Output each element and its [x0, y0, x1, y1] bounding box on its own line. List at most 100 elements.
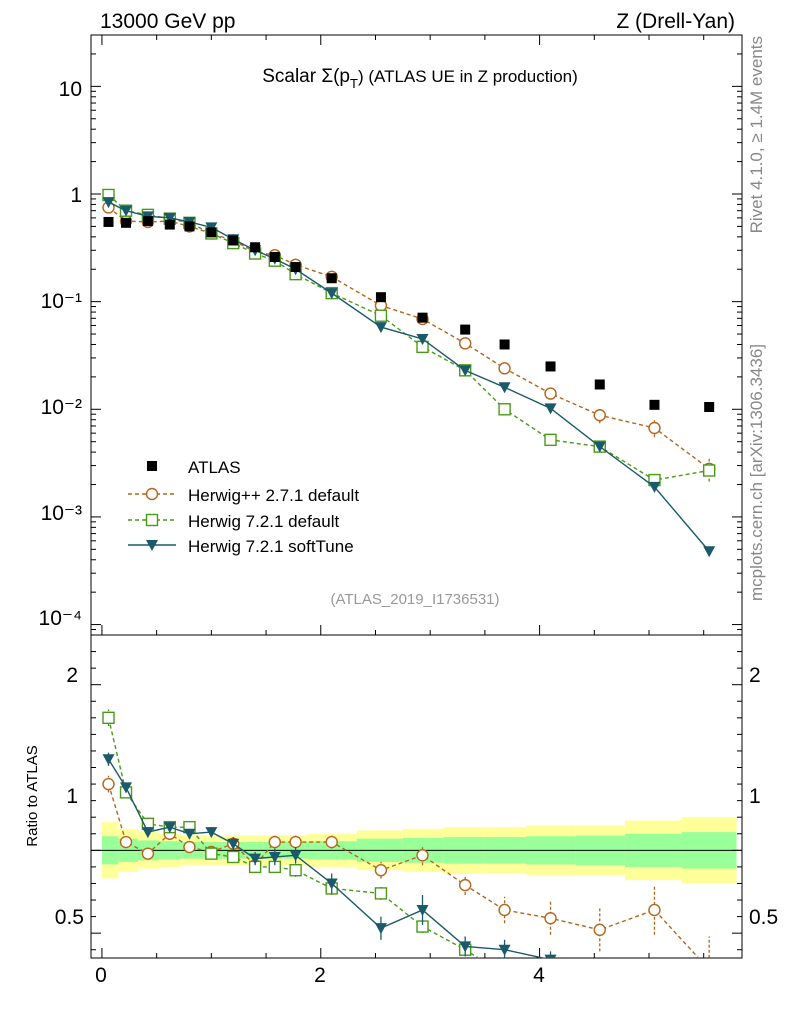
title-tail: ) (ATLAS UE in Z production): [358, 67, 578, 86]
series-2-ratio-point: [649, 977, 660, 988]
series-2-ratio-point: [499, 969, 510, 980]
series-3-ratio-point: [183, 828, 196, 840]
series-3-ratio-point: [163, 822, 176, 834]
series-0-main-point: [228, 235, 239, 246]
main-y-tick-label: 10⁻⁴: [39, 607, 82, 630]
series-2-main-line: [108, 194, 710, 481]
main-y-tick-label: 10⁻²: [41, 396, 82, 419]
series-3-ratio-point: [416, 904, 429, 916]
x-tick-label: 0: [95, 964, 107, 987]
series-3-main-point: [648, 481, 661, 493]
series-3-ratio-point: [498, 944, 511, 956]
series-3-main-point: [703, 546, 716, 558]
series-2-main-point: [374, 309, 388, 322]
series-3-main-point: [325, 288, 338, 300]
series-3-ratio-point: [102, 754, 115, 766]
series-2-ratio-point: [374, 887, 388, 900]
series-3-main-point: [593, 441, 606, 453]
main-y-tick-label: 10⁻³: [41, 502, 82, 525]
ratio-y-tick-label-right: 0.5: [749, 906, 778, 929]
series-1-main-point: [593, 409, 606, 422]
series-3-ratio-point: [594, 968, 606, 979]
series-0-main-point: [164, 219, 175, 230]
x-tick-label: 4: [533, 964, 545, 987]
series-0-main-point: [269, 251, 280, 262]
series-0-main-point: [594, 379, 605, 390]
mcplots-label: mcplots.cern.ch [arXiv:1306.3436]: [747, 344, 766, 601]
series-3-ratio-point: [544, 954, 557, 958]
series-1-ratio-point: [119, 835, 133, 849]
axis-ticks: [91, 34, 742, 958]
series-2-ratio-point: [704, 967, 715, 978]
series-1-ratio-point: [593, 923, 606, 937]
x-tick-labels: 0 2 4: [95, 964, 545, 987]
main-y-tick-label: 10⁻¹: [41, 290, 82, 313]
series-3-ratio-point: [648, 983, 660, 994]
series-3-main-point: [102, 197, 115, 209]
series-1-ratio-point: [141, 847, 155, 860]
series-3-main-point: [416, 333, 429, 345]
series-3-ratio-point: [703, 1003, 715, 1014]
ratio-panel-data: [102, 709, 715, 1014]
legend-label-herwig721-softtune: Herwig 7.2.1 softTune: [188, 537, 354, 556]
series-1-main-point: [498, 362, 511, 375]
series-0-main-point: [460, 324, 471, 335]
series-0-main-point: [184, 221, 195, 232]
main-y-tick-label: 1: [70, 184, 82, 207]
series-3-main-point: [163, 212, 176, 224]
series-3-ratio-point: [325, 878, 338, 890]
series-1-main-point: [544, 387, 557, 400]
series-1-ratio-point: [498, 903, 511, 917]
series-3-ratio-line: [107, 758, 547, 958]
series-0-main-point: [326, 273, 337, 284]
series-0-main-point: [375, 292, 386, 303]
series-3-main-point: [498, 382, 511, 394]
title-main: Scalar Σ(p: [262, 66, 350, 87]
series-2-ratio-point: [227, 850, 240, 864]
legend: ATLAS Herwig++ 2.7.1 default Herwig 7.2.…: [128, 458, 359, 556]
rivet-version-label: Rivet 4.1.0, ≥ 1.4M events: [747, 36, 766, 233]
ratio-panel-frame: [90, 634, 743, 959]
header-left-label: 13000 GeV pp: [100, 10, 235, 33]
series-1-ratio-point: [458, 878, 472, 892]
series-3-ratio-point: [141, 827, 154, 839]
series-3-ratio-point: [374, 923, 387, 935]
series-2-ratio-point: [545, 976, 556, 987]
main-y-tick-labels: 10 1 10⁻¹ 10⁻² 10⁻³ 10⁻⁴: [39, 78, 82, 630]
series-1-ratio-point: [704, 964, 715, 975]
series-1-ratio-point: [183, 840, 196, 854]
series-0-main-point: [206, 227, 217, 238]
x-tick-label: 2: [314, 964, 326, 987]
series-1-ratio-point: [268, 835, 282, 849]
series-1-main-line: [108, 206, 710, 470]
series-2-main-point: [544, 433, 557, 447]
series-0-main-point: [704, 402, 715, 413]
series-2-main-point: [702, 464, 716, 477]
legend-marker-3: [146, 540, 158, 551]
series-0-main-point: [250, 242, 261, 253]
series-3-ratio-point: [268, 851, 281, 863]
legend-marker-1: [145, 487, 159, 501]
series-0-main-point: [290, 261, 301, 272]
series-1-ratio-line: [107, 783, 700, 958]
main-y-tick-label: 10: [59, 78, 82, 101]
series-1-ratio-point: [544, 912, 557, 925]
series-3-ratio-point: [120, 782, 133, 794]
series-1-ratio-point: [325, 835, 338, 849]
series-0-main-point: [499, 339, 510, 350]
main-title: Scalar Σ(pT) (ATLAS UE in Z production): [262, 66, 578, 91]
series-3-main-point: [120, 205, 133, 217]
series-3-ratio-point: [205, 827, 218, 839]
ratio-y-axis-label: Ratio to ATLAS: [24, 745, 41, 846]
ratio-y-tick-label-left: 1: [66, 785, 78, 808]
series-1-ratio-point: [374, 864, 388, 877]
series-3-main-point: [459, 365, 472, 377]
series-3-ratio-point: [249, 853, 262, 865]
ratio-y-tick-label-right: 1: [749, 785, 761, 808]
ratio-y-tick-labels: 2 1 0.5 2 1 0.5: [55, 664, 778, 929]
legend-label-herwigpp: Herwig++ 2.7.1 default: [188, 486, 359, 505]
header-right-label: Z (Drell-Yan): [616, 10, 735, 33]
series-1-main-point: [648, 421, 661, 435]
analysis-reference-label: (ATLAS_2019_I1736531): [330, 591, 499, 608]
